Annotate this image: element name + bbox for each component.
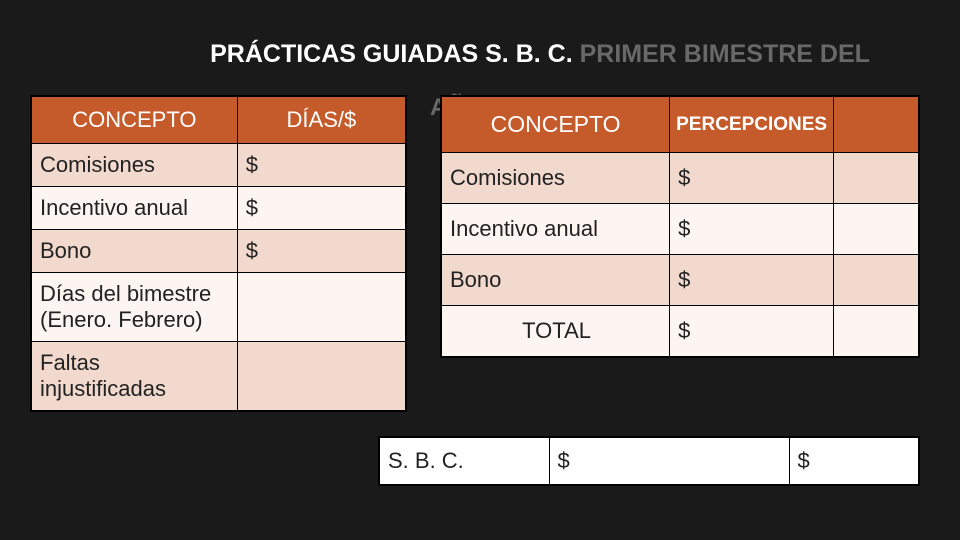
cell-concepto: Incentivo anual — [31, 187, 237, 230]
cell-concepto: Comisiones — [31, 144, 237, 187]
cell-valor: $ — [237, 144, 406, 187]
right-table: CONCEPTO PERCEPCIONES Comisiones $ Incen… — [440, 95, 920, 358]
table-row: S. B. C. $ $ — [379, 437, 919, 485]
table-row: Comisiones $ — [31, 144, 406, 187]
right-header-concepto: CONCEPTO — [441, 96, 670, 153]
cell-valor: $ — [237, 187, 406, 230]
table-header-row: CONCEPTO PERCEPCIONES — [441, 96, 919, 153]
cell-concepto: Bono — [31, 230, 237, 273]
table-row: Faltas injustificadas — [31, 342, 406, 412]
cell-valor: $ — [237, 230, 406, 273]
table-row: Comisiones $ — [441, 153, 919, 204]
cell-percep: $ — [670, 153, 834, 204]
cell-valor — [237, 273, 406, 342]
cell-valor — [237, 342, 406, 412]
cell-extra — [834, 255, 919, 306]
table-row: TOTAL $ — [441, 306, 919, 358]
cell-total-label: TOTAL — [441, 306, 670, 358]
cell-concepto: Faltas injustificadas — [31, 342, 237, 412]
left-table: CONCEPTO DÍAS/$ Comisiones $ Incentivo a… — [30, 95, 407, 412]
sbc-label: S. B. C. — [379, 437, 549, 485]
right-header-percepciones: PERCEPCIONES — [670, 96, 834, 153]
cell-extra — [834, 306, 919, 358]
cell-concepto: Bono — [441, 255, 670, 306]
title-part-1: PRÁCTICAS GUIADAS S. B. C. — [210, 40, 579, 68]
sbc-table: S. B. C. $ $ — [378, 436, 920, 486]
cell-percep: $ — [670, 255, 834, 306]
table-row: Días del bimestre (Enero. Febrero) — [31, 273, 406, 342]
left-header-dias: DÍAS/$ — [237, 96, 406, 144]
cell-concepto: Comisiones — [441, 153, 670, 204]
right-header-blank — [834, 96, 919, 153]
sbc-val-2: $ — [789, 437, 919, 485]
title-part-2: PRIMER BIMESTRE DEL — [580, 40, 870, 68]
table-header-row: CONCEPTO DÍAS/$ — [31, 96, 406, 144]
cell-percep: $ — [670, 204, 834, 255]
table-row: Incentivo anual $ — [31, 187, 406, 230]
page-title: PRÁCTICAS GUIADAS S. B. C. PRIMER BIMEST… — [180, 38, 900, 71]
cell-percep: $ — [670, 306, 834, 358]
table-row: Bono $ — [441, 255, 919, 306]
cell-extra — [834, 153, 919, 204]
table-row: Incentivo anual $ — [441, 204, 919, 255]
table-row: Bono $ — [31, 230, 406, 273]
sbc-val-1: $ — [549, 437, 789, 485]
cell-concepto: Incentivo anual — [441, 204, 670, 255]
left-header-concepto: CONCEPTO — [31, 96, 237, 144]
cell-extra — [834, 204, 919, 255]
cell-concepto: Días del bimestre (Enero. Febrero) — [31, 273, 237, 342]
